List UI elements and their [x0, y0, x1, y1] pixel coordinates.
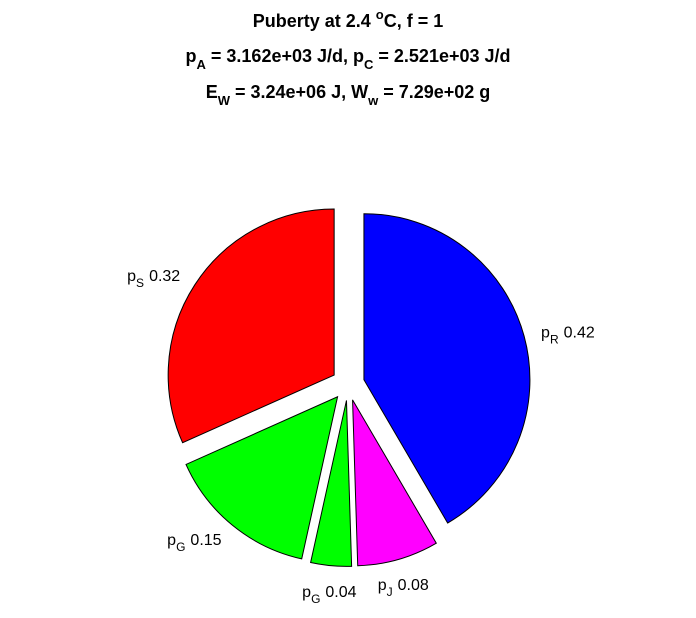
title-text: p [186, 46, 197, 66]
label-value: 0.32 [149, 268, 180, 285]
label-sub: G [311, 592, 320, 606]
label-name: p [127, 268, 136, 285]
pie-slice [167, 208, 335, 444]
label-value: 0.08 [398, 577, 429, 594]
title-text: = 3.162e+03 J/d, p [206, 46, 364, 66]
pie-slice [352, 399, 437, 567]
label-name: p [302, 584, 311, 601]
title-text: = 3.24e+06 J, W [230, 82, 368, 102]
label-sub: R [550, 333, 559, 347]
label-value: 0.04 [325, 584, 356, 601]
title-text: E [206, 82, 218, 102]
label-name: p [167, 532, 176, 549]
slice-label: pG 0.04 [302, 584, 356, 606]
slice-label: pR 0.42 [541, 325, 595, 347]
title-line: Puberty at 2.4 oC, f = 1 [253, 7, 444, 31]
slice-label: pJ 0.08 [378, 577, 429, 599]
label-sub: J [387, 585, 393, 599]
title-line: EW = 3.24e+06 J, Ww = 7.29e+02 g [206, 82, 491, 108]
label-sub: S [136, 276, 144, 290]
title-text: = 7.29e+02 g [378, 82, 490, 102]
title-sub: A [197, 57, 207, 72]
title-sub: w [367, 93, 379, 108]
slice-label: pS 0.32 [127, 268, 180, 290]
label-sub: G [176, 540, 185, 554]
title-sub: W [218, 93, 231, 108]
title-line: pA = 3.162e+03 J/d, pC = 2.521e+03 J/d [186, 46, 511, 72]
pie-slice [310, 400, 353, 567]
label-name: p [378, 577, 387, 594]
pie-slice [363, 213, 531, 524]
slice-label: pG 0.15 [167, 532, 221, 554]
title-text: Puberty at 2.4 [253, 11, 376, 31]
title-text: = 2.521e+03 J/d [373, 46, 510, 66]
title-sub: C [364, 57, 374, 72]
label-name: p [541, 325, 550, 342]
label-value: 0.42 [564, 325, 595, 342]
label-value: 0.15 [190, 532, 221, 549]
title-text: C, f = 1 [384, 11, 444, 31]
pie-slice [185, 395, 339, 560]
title-sup: o [376, 7, 384, 22]
